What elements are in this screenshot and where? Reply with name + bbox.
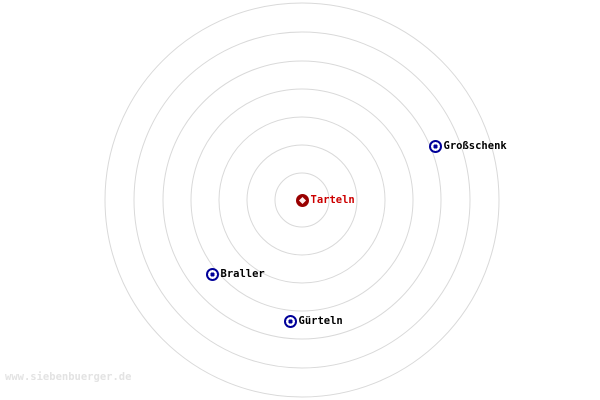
marker-label-tarteln[interactable]: Tarteln <box>310 193 355 206</box>
distance-ring <box>104 2 500 398</box>
distance-ring <box>162 60 442 340</box>
marker-label-braller[interactable]: Braller <box>220 267 265 280</box>
place-icon[interactable] <box>283 314 297 328</box>
center-place-icon[interactable] <box>295 193 309 207</box>
place-icon[interactable] <box>428 139 442 153</box>
map-marker-grossschenk[interactable]: Großschenk <box>428 139 507 153</box>
distance-ring <box>246 144 358 256</box>
marker-label-guerteln[interactable]: Gürteln <box>298 314 343 327</box>
map-marker-braller[interactable]: Braller <box>205 267 265 281</box>
distance-ring <box>218 116 386 284</box>
distance-ring <box>190 88 414 312</box>
map-marker-guerteln[interactable]: Gürteln <box>283 314 343 328</box>
distance-ring <box>133 31 471 369</box>
distance-ring <box>274 172 330 228</box>
map-marker-tarteln[interactable]: Tarteln <box>295 193 355 207</box>
place-icon[interactable] <box>205 267 219 281</box>
watermark: www.siebenbuerger.de <box>5 371 132 383</box>
marker-label-grossschenk[interactable]: Großschenk <box>443 139 507 152</box>
